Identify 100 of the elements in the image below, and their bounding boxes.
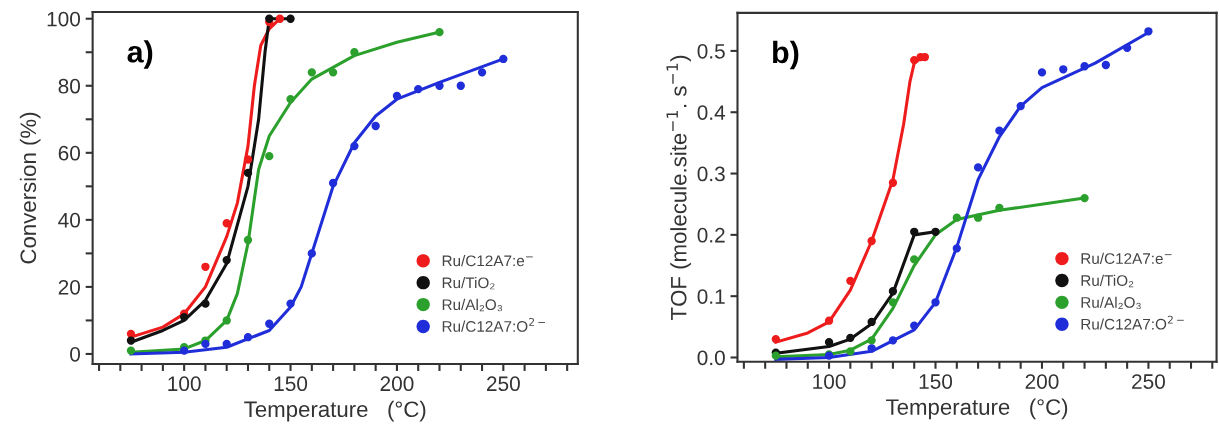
point: [286, 14, 295, 23]
y-tick-label: 0.3: [697, 166, 725, 182]
legend-label: Ru/C12A7:e$^{−}$: [1081, 252, 1172, 265]
legend-label: Ru/Al₂O₃: [1081, 296, 1141, 310]
point: [371, 121, 380, 131]
legend-label: Ru/Al₂O₃: [442, 298, 503, 312]
point: [952, 213, 961, 222]
point: [1059, 65, 1068, 74]
point: [286, 95, 295, 104]
point: [243, 333, 253, 342]
point: [910, 255, 919, 264]
y-tick-label: 0.1: [697, 289, 725, 304]
point: [931, 227, 940, 236]
point: [201, 339, 210, 349]
point: [222, 316, 231, 325]
point: [126, 346, 136, 355]
point: [201, 262, 210, 271]
point: [910, 227, 919, 236]
point: [222, 219, 231, 228]
point: [1122, 43, 1132, 53]
x-tick-label: 250: [1132, 374, 1165, 389]
y-tick-label: 80: [58, 78, 81, 94]
point: [435, 27, 444, 37]
point: [350, 141, 359, 151]
point: [222, 255, 231, 265]
y-tick-label: 100: [47, 11, 81, 27]
point: [275, 14, 285, 23]
annotation: b): [773, 40, 799, 70]
point: [179, 312, 189, 322]
annotation: a): [127, 40, 153, 69]
point: [243, 235, 253, 245]
point: [1080, 193, 1089, 203]
point: [910, 321, 919, 330]
point: [414, 84, 423, 94]
point: [910, 55, 919, 65]
point: [824, 316, 834, 325]
point: [973, 163, 983, 172]
point: [328, 178, 338, 188]
y-tick-label: 40: [58, 212, 81, 228]
point: [771, 334, 780, 344]
x-tick-label: 200: [1025, 374, 1059, 389]
point: [1037, 68, 1047, 77]
point: [1016, 101, 1025, 111]
point: [846, 333, 855, 343]
point: [307, 68, 316, 77]
point: [846, 347, 855, 356]
point: [435, 81, 444, 90]
point: [201, 299, 210, 308]
point: [888, 178, 898, 187]
point: [1080, 62, 1089, 71]
y-axis-title: TOF (molecule.site$^{−1}$. s$^{−1}$): [666, 55, 691, 320]
x-tick-label: 100: [813, 374, 846, 389]
x-axis-title: Temperature (°C): [886, 398, 1068, 420]
point: [286, 299, 295, 308]
point: [846, 276, 855, 286]
point: [243, 155, 253, 164]
point: [973, 213, 983, 222]
point: [824, 338, 834, 347]
point: [392, 91, 402, 100]
point: [265, 319, 274, 328]
point: [867, 344, 876, 353]
point: [1144, 27, 1153, 36]
y-tick-label: 0.4: [697, 105, 726, 120]
y-tick-label: 0: [70, 346, 81, 362]
point: [952, 244, 961, 253]
y-tick-label: 0.2: [697, 227, 725, 243]
point: [888, 298, 898, 307]
legend-label: Ru/C12A7:O$^{2−}$: [1081, 315, 1184, 330]
point: [328, 68, 338, 77]
point: [888, 287, 898, 296]
point: [477, 68, 487, 77]
legend-label: Ru/C12A7:O$^{2−}$: [442, 317, 546, 332]
legend-label: Ru/TiO₂: [442, 276, 495, 290]
x-tick-label: 250: [487, 376, 520, 392]
point: [456, 81, 465, 90]
point: [888, 336, 898, 345]
point: [126, 336, 136, 345]
point: [867, 317, 876, 327]
point: [265, 152, 274, 161]
x-tick-label: 100: [168, 376, 201, 392]
point: [931, 298, 940, 307]
legend-label: Ru/C12A7:e$^{−}$: [442, 255, 533, 267]
x-tick-label: 150: [919, 374, 953, 389]
x-tick-label: 200: [380, 376, 414, 392]
point: [995, 203, 1004, 213]
point: [307, 249, 316, 258]
point: [867, 336, 876, 345]
point: [499, 54, 508, 64]
point: [867, 236, 876, 246]
point: [265, 14, 274, 23]
x-tick-label: 150: [274, 376, 308, 392]
y-tick-label: 20: [58, 279, 81, 295]
y-tick-label: 0.0: [697, 350, 725, 366]
x-axis-title: Temperature (°C): [244, 400, 426, 422]
point: [1101, 60, 1111, 70]
point: [243, 168, 253, 178]
point: [995, 126, 1004, 135]
y-axis-title: Conversion (%): [19, 112, 41, 264]
y-tick-label: 60: [58, 145, 81, 161]
legend-label: Ru/TiO₂: [1081, 274, 1134, 288]
